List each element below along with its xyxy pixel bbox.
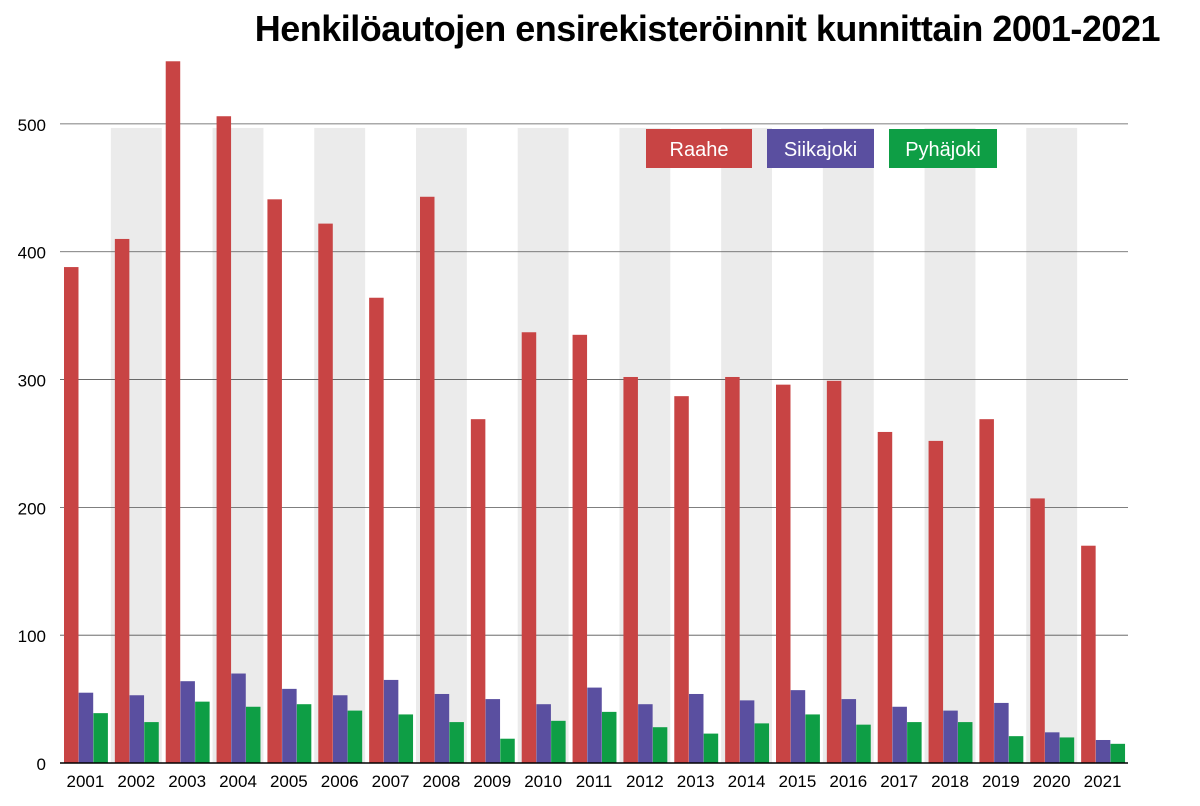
bar-raahe-2020 (1030, 498, 1045, 763)
bar-siikajoki-2015 (790, 690, 806, 763)
bar-siikajoki-2007 (383, 679, 399, 763)
x-tick-label: 2017 (880, 772, 918, 791)
x-tick-label: 2001 (67, 772, 105, 791)
bar-pyhäjoki-2006 (347, 710, 363, 763)
bar-siikajoki-2020 (1044, 732, 1060, 763)
bar-raahe-2017 (877, 431, 893, 763)
chart-title: Henkilöautojen ensirekisteröinnit kunnit… (254, 8, 1161, 49)
x-tick-label: 2020 (1033, 772, 1071, 791)
bar-siikajoki-2006 (332, 695, 348, 763)
x-tick-label: 2015 (779, 772, 817, 791)
bar-raahe-2001 (64, 267, 79, 763)
bar-pyhäjoki-2010 (551, 720, 566, 763)
bar-raahe-2006 (318, 223, 333, 763)
bar-pyhäjoki-2009 (500, 738, 515, 763)
bar-siikajoki-2021 (1095, 739, 1111, 763)
bar-pyhäjoki-2018 (957, 722, 973, 763)
bar-pyhäjoki-2013 (703, 733, 719, 763)
bar-siikajoki-2004 (231, 673, 246, 763)
x-tick-label: 2002 (117, 772, 155, 791)
bar-pyhäjoki-2003 (195, 701, 210, 763)
bar-pyhäjoki-2007 (398, 714, 414, 763)
x-tick-label: 2016 (829, 772, 867, 791)
legend-label: Raahe (670, 139, 729, 161)
bar-pyhäjoki-2016 (856, 724, 871, 763)
y-tick-label: 500 (18, 116, 46, 135)
bar-pyhäjoki-2015 (805, 714, 820, 763)
bar-siikajoki-2001 (78, 692, 94, 763)
bar-raahe-2007 (369, 297, 384, 763)
x-tick-label: 2012 (626, 772, 664, 791)
bar-pyhäjoki-2019 (1008, 736, 1024, 763)
legend-label: Siikajoki (784, 139, 857, 161)
bar-siikajoki-2018 (943, 710, 958, 763)
bar-raahe-2005 (267, 199, 282, 763)
bar-pyhäjoki-2020 (1059, 737, 1075, 763)
x-tick-label: 2004 (219, 772, 257, 791)
x-tick-label: 2007 (372, 772, 410, 791)
legend-item-siikajoki (767, 129, 874, 168)
bar-siikajoki-2011 (587, 687, 602, 763)
bar-raahe-2009 (470, 419, 486, 763)
bar-pyhäjoki-2001 (93, 713, 108, 763)
bar-siikajoki-2016 (841, 699, 857, 763)
bar-pyhäjoki-2002 (144, 722, 159, 763)
x-tick-label: 2011 (576, 772, 613, 791)
bar-raahe-2004 (216, 116, 232, 764)
bar-raahe-2014 (725, 376, 740, 763)
x-tick-label: 2009 (473, 772, 511, 791)
bar-raahe-2021 (1081, 545, 1096, 763)
x-tick-label: 2008 (423, 772, 461, 791)
bar-raahe-2008 (420, 196, 435, 764)
bar-raahe-2019 (979, 419, 994, 763)
legend-item-pyhäjoki (889, 129, 997, 168)
bar-raahe-2002 (114, 238, 130, 764)
bar-pyhäjoki-2017 (907, 722, 922, 763)
bar-siikajoki-2005 (282, 688, 297, 763)
bar-raahe-2003 (165, 61, 181, 763)
bar-siikajoki-2017 (892, 706, 907, 763)
bar-pyhäjoki-2011 (601, 711, 617, 763)
y-tick-label: 100 (18, 627, 46, 646)
x-tick-label: 2018 (931, 772, 969, 791)
bar-pyhäjoki-2014 (754, 723, 770, 763)
bar-pyhäjoki-2008 (449, 722, 464, 763)
y-tick-label: 300 (18, 372, 46, 391)
bar-siikajoki-2014 (739, 700, 755, 763)
legend-item-raahe (646, 129, 752, 168)
bar-siikajoki-2012 (638, 704, 653, 763)
bar-raahe-2013 (674, 396, 689, 763)
bar-siikajoki-2010 (536, 704, 551, 763)
bar-siikajoki-2003 (180, 681, 195, 763)
bar-pyhäjoki-2004 (245, 706, 261, 763)
bar-siikajoki-2002 (129, 695, 145, 763)
bar-siikajoki-2008 (434, 693, 450, 763)
bar-raahe-2010 (521, 332, 537, 763)
bar-raahe-2016 (826, 380, 842, 763)
x-tick-label: 2013 (677, 772, 715, 791)
bar-pyhäjoki-2005 (296, 704, 312, 763)
x-tick-label: 2010 (524, 772, 562, 791)
bar-raahe-2011 (572, 334, 588, 763)
x-tick-label: 2005 (270, 772, 308, 791)
y-tick-label: 0 (37, 755, 46, 774)
x-tick-label: 2003 (168, 772, 206, 791)
y-tick-label: 200 (18, 499, 46, 518)
bar-siikajoki-2009 (485, 699, 501, 763)
bar-raahe-2012 (623, 376, 638, 763)
x-tick-label: 2006 (321, 772, 359, 791)
bar-siikajoki-2013 (688, 693, 704, 763)
x-tick-label: 2019 (982, 772, 1020, 791)
bar-pyhäjoki-2021 (1110, 743, 1126, 763)
x-tick-label: 2021 (1084, 772, 1122, 791)
bar-raahe-2018 (928, 440, 944, 763)
x-tick-label: 2014 (728, 772, 766, 791)
bar-raahe-2015 (776, 384, 791, 763)
bar-pyhäjoki-2012 (652, 727, 668, 763)
legend-label: Pyhäjoki (905, 139, 981, 161)
y-tick-label: 400 (18, 244, 46, 263)
bar-siikajoki-2019 (994, 702, 1009, 763)
